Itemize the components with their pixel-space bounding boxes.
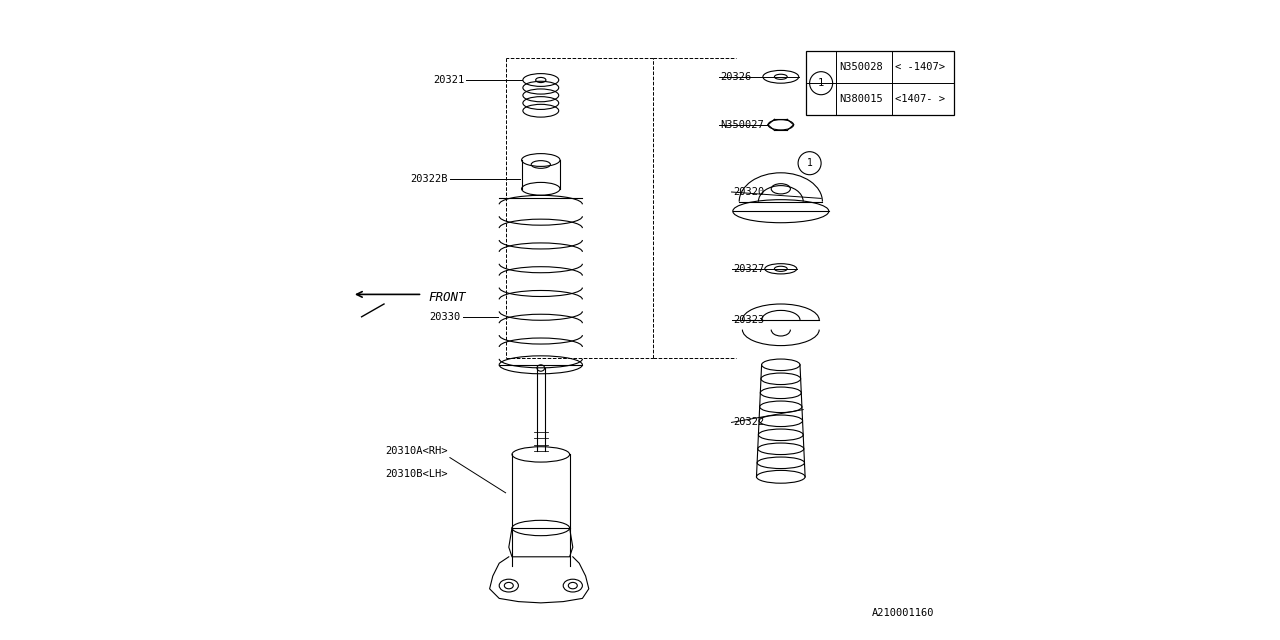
Text: < -1407>: < -1407> <box>895 62 945 72</box>
Text: 20321: 20321 <box>433 75 465 85</box>
Text: 20322: 20322 <box>732 417 764 428</box>
Text: <1407- >: <1407- > <box>895 94 945 104</box>
Text: 20327: 20327 <box>732 264 764 274</box>
Text: 20330: 20330 <box>430 312 461 322</box>
Text: 20320: 20320 <box>732 187 764 197</box>
Text: FRONT: FRONT <box>429 291 466 304</box>
Text: N380015: N380015 <box>840 94 883 104</box>
Text: N350027: N350027 <box>719 120 764 130</box>
Text: 1: 1 <box>818 78 824 88</box>
Bar <box>806 51 954 115</box>
Text: A210001160: A210001160 <box>872 607 934 618</box>
Text: 20322B: 20322B <box>411 174 448 184</box>
Text: 20310B<LH>: 20310B<LH> <box>385 468 448 479</box>
Text: 1: 1 <box>806 158 813 168</box>
Text: 20310A<RH>: 20310A<RH> <box>385 446 448 456</box>
Text: N350028: N350028 <box>840 62 883 72</box>
Text: 20323: 20323 <box>732 315 764 325</box>
Text: 20326: 20326 <box>719 72 751 82</box>
